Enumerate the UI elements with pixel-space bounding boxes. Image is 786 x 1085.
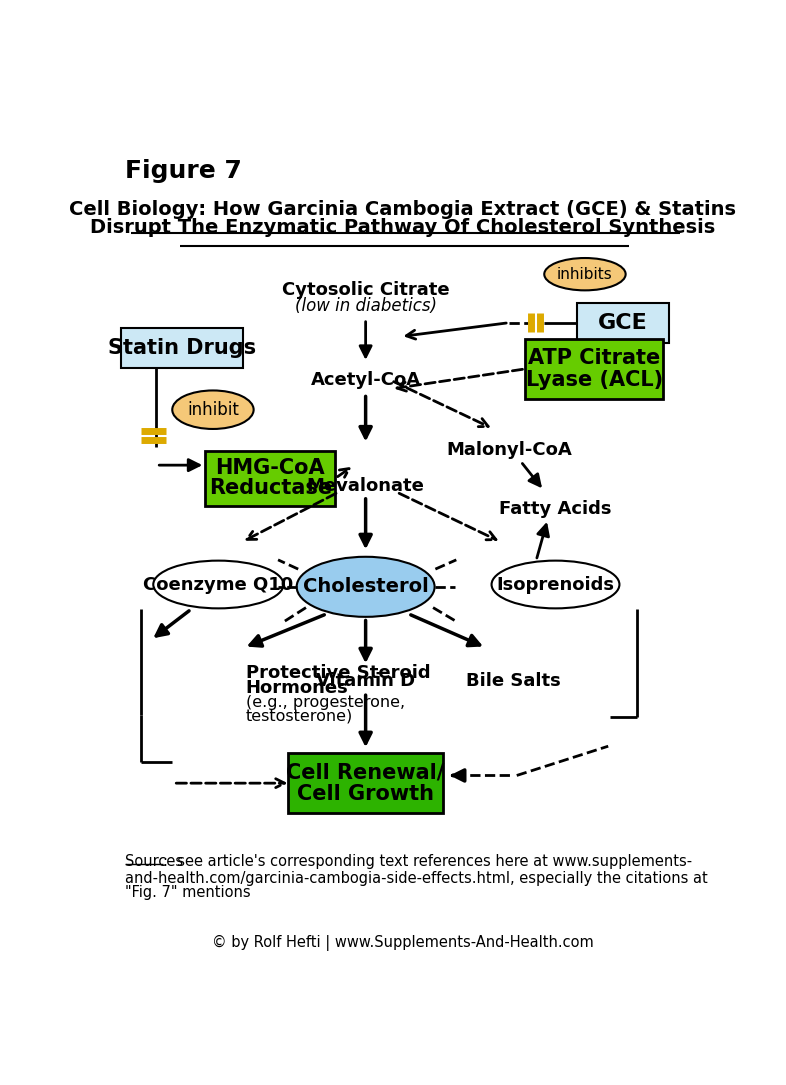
- Bar: [288, 753, 443, 813]
- Text: and-health.com/garcinia-cambogia-side-effects.html, especially the citations at: and-health.com/garcinia-cambogia-side-ef…: [126, 871, 708, 886]
- Text: Cholesterol: Cholesterol: [303, 577, 428, 597]
- Text: inhibit: inhibit: [187, 400, 239, 419]
- Text: Reductase: Reductase: [209, 478, 332, 498]
- Text: Cell Growth: Cell Growth: [297, 784, 434, 804]
- Text: :  see article's corresponding text references here at www.supplements-: : see article's corresponding text refer…: [163, 854, 692, 869]
- Text: Figure 7: Figure 7: [126, 159, 242, 183]
- Ellipse shape: [491, 561, 619, 609]
- Text: Cell Renewal/: Cell Renewal/: [286, 763, 445, 782]
- Ellipse shape: [544, 258, 626, 291]
- Text: Hormones: Hormones: [245, 679, 348, 698]
- Text: Coenzyme Q10: Coenzyme Q10: [143, 575, 293, 593]
- Text: Cell Biology: How Garcinia Cambogia Extract (GCE) & Statins: Cell Biology: How Garcinia Cambogia Extr…: [69, 200, 736, 218]
- Ellipse shape: [153, 561, 284, 609]
- Bar: [577, 303, 669, 343]
- Text: Disrupt The Enzymatic Pathway Of Cholesterol Synthesis: Disrupt The Enzymatic Pathway Of Cholest…: [90, 218, 715, 237]
- Ellipse shape: [296, 557, 435, 617]
- Text: Isoprenoids: Isoprenoids: [497, 575, 615, 593]
- Bar: [525, 339, 663, 399]
- Bar: [121, 328, 243, 368]
- Text: ATP Citrate: ATP Citrate: [528, 348, 660, 368]
- Text: Cytosolic Citrate: Cytosolic Citrate: [282, 281, 450, 299]
- Text: Vitamin D: Vitamin D: [316, 672, 415, 690]
- Text: inhibits: inhibits: [557, 267, 613, 282]
- Text: Mevalonate: Mevalonate: [307, 477, 424, 495]
- Text: Malonyl-CoA: Malonyl-CoA: [446, 441, 572, 459]
- Text: "Fig. 7" mentions: "Fig. 7" mentions: [126, 884, 251, 899]
- Text: Acetyl-CoA: Acetyl-CoA: [310, 371, 421, 390]
- Ellipse shape: [172, 391, 254, 429]
- Text: Statin Drugs: Statin Drugs: [108, 339, 256, 358]
- Text: Bile Salts: Bile Salts: [465, 672, 560, 690]
- Text: testosterone): testosterone): [245, 709, 353, 724]
- Bar: [205, 450, 336, 506]
- Text: (e.g., progesterone,: (e.g., progesterone,: [245, 694, 405, 710]
- Text: Fatty Acids: Fatty Acids: [499, 500, 612, 518]
- Text: © by Rolf Hefti | www.Supplements-And-Health.com: © by Rolf Hefti | www.Supplements-And-He…: [212, 935, 593, 950]
- Text: HMG-CoA: HMG-CoA: [215, 458, 325, 478]
- Text: GCE: GCE: [598, 312, 648, 333]
- Text: Sources: Sources: [126, 854, 183, 869]
- Text: Lyase (ACL): Lyase (ACL): [526, 370, 663, 390]
- Text: Protective Steroid: Protective Steroid: [245, 664, 430, 681]
- Text: (low in diabetics): (low in diabetics): [295, 297, 437, 315]
